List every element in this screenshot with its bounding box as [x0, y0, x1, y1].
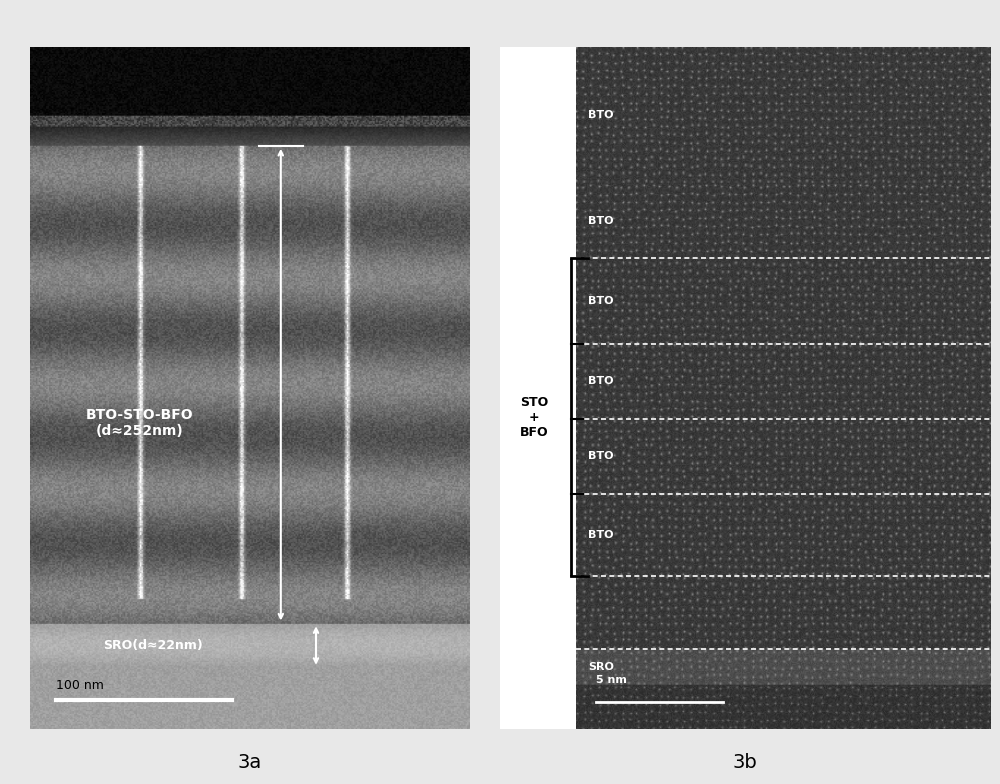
Text: BTO: BTO	[588, 296, 614, 306]
Text: BTO: BTO	[588, 376, 614, 387]
Text: SRO: SRO	[588, 662, 614, 672]
Text: 100 nm: 100 nm	[56, 679, 104, 692]
Text: SRO(d≈22nm): SRO(d≈22nm)	[103, 639, 203, 652]
Text: BTO: BTO	[588, 530, 614, 539]
Text: 5 nm: 5 nm	[596, 675, 626, 684]
Text: BTO-STO-BFO
(d≈252nm): BTO-STO-BFO (d≈252nm)	[86, 408, 194, 438]
Text: STO
+
BFO: STO + BFO	[520, 396, 549, 438]
Text: 3a: 3a	[238, 753, 262, 772]
Text: BTO: BTO	[588, 216, 614, 226]
Text: BTO: BTO	[588, 452, 614, 461]
Text: 3b: 3b	[733, 753, 757, 772]
Text: BTO: BTO	[588, 111, 614, 120]
